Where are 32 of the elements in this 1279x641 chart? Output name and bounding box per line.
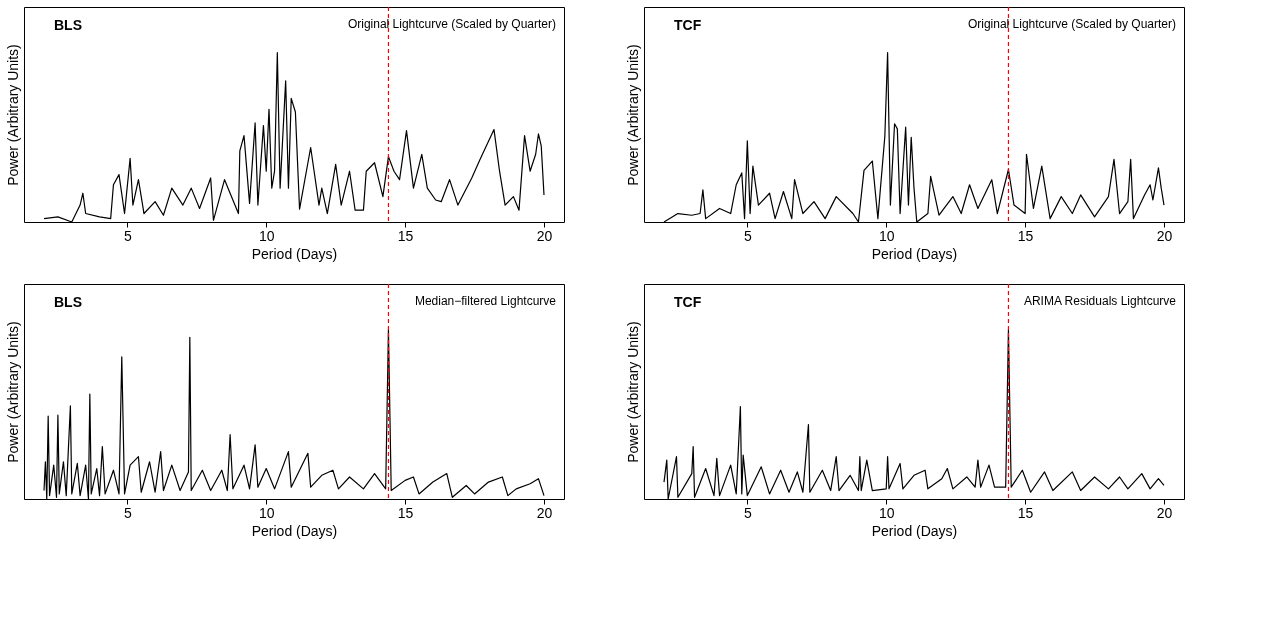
x-tick-label: 15 [1017,227,1034,244]
chart-subtitle: Original Lightcurve (Scaled by Quarter) [347,17,556,31]
x-axis-title: Period (Days) [871,522,958,539]
x-tick-label: 5 [123,227,132,244]
x-tick-label: 10 [878,504,895,521]
chart-title: TCF [674,17,702,33]
x-tick-label: 20 [536,504,553,521]
chart-subtitle: Median−filtered Lightcurve [414,294,557,308]
chart-title: TCF [674,294,702,310]
chart-subtitle: ARIMA Residuals Lightcurve [1023,294,1177,308]
x-tick-label: 20 [536,227,553,244]
x-axis-title: Period (Days) [251,522,338,539]
x-tick-label: 15 [397,504,414,521]
x-axis-title: Period (Days) [871,245,958,262]
x-tick-label: 15 [397,227,414,244]
y-axis-title: Power (Arbitrary Units) [624,321,641,463]
x-tick-label: 5 [743,504,752,521]
x-tick-label: 10 [258,504,275,521]
y-axis-title: Power (Arbitrary Units) [4,44,21,186]
x-tick-label: 5 [123,504,132,521]
chart-title: BLS [54,17,82,33]
y-axis-title: Power (Arbitrary Units) [4,321,21,463]
x-tick-label: 20 [1156,504,1173,521]
x-tick-label: 10 [878,227,895,244]
chart-title: BLS [54,294,82,310]
chart-subtitle: Original Lightcurve (Scaled by Quarter) [967,17,1176,31]
y-axis-title: Power (Arbitrary Units) [624,44,641,186]
x-axis-title: Period (Days) [251,245,338,262]
x-tick-label: 20 [1156,227,1173,244]
x-tick-label: 5 [743,227,752,244]
x-tick-label: 15 [1017,504,1034,521]
x-tick-label: 10 [258,227,275,244]
